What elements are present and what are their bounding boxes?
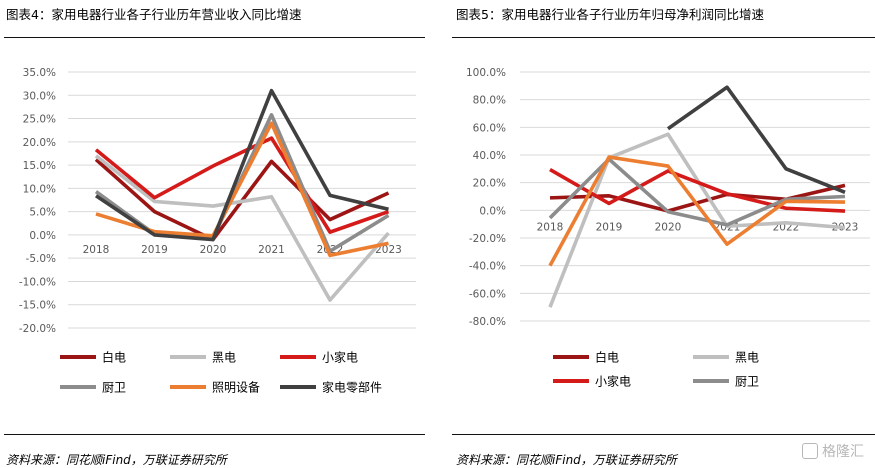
legend-label: 照明设备 [212,381,260,395]
legend-label: 厨卫 [735,375,759,389]
y-tick-label: -5.0% [26,253,56,265]
y-tick-label: 10.0% [23,183,56,195]
legend-label: 黑电 [212,351,236,365]
y-tick-label: -60.0% [469,288,506,300]
x-tick-label: 2020 [200,244,227,256]
watermark-logo: 格隆汇 [802,441,864,461]
x-tick-label: 2018 [537,221,564,233]
source-note-left: 资料来源：同花顺iFind，万联证券研究所 [6,451,227,468]
watermark-icon [802,443,818,459]
y-tick-label: 0.0% [29,230,56,242]
legend-label: 白电 [595,350,619,365]
y-tick-label: 0.0% [479,205,506,217]
legend-label: 小家电 [595,374,631,389]
chart-left: 35.0% 30.0% 25.0% 20.0% 15.0% 10.0% 5.0% 0.0% -5… [19,67,416,395]
y-tick-label: 35.0% [23,67,56,79]
chart-right: 100.0% 80.0% 60.0% 40.0% 20.0% 0.0% -20.0% -40.… [466,67,870,389]
legend-label: 白电 [102,350,126,365]
legend-label: 黑电 [735,351,759,365]
x-tick-label: 2021 [258,244,285,256]
y-tick-label: 80.0% [473,95,506,107]
y-tick-label: 60.0% [473,122,506,134]
y-tick-label: 100.0% [466,67,506,79]
y-tick-label: -10.0% [19,276,56,288]
y-tick-label: 5.0% [29,207,56,219]
y-tick-label: 30.0% [23,90,56,102]
y-tick-label: 25.0% [23,114,56,126]
x-tick-label: 2020 [655,221,682,233]
y-tick-label: -80.0% [469,316,506,328]
watermark-text: 格隆汇 [822,444,864,460]
source-note-right: 资料来源：同花顺iFind，万联证券研究所 [456,451,677,468]
legend-label: 家电零部件 [322,380,382,395]
y-tick-label: 40.0% [473,150,506,162]
x-tick-label: 2019 [596,221,623,233]
y-tick-label: -40.0% [469,261,506,273]
x-tick-label: 2019 [141,244,168,256]
legend-label: 小家电 [322,350,358,365]
y-tick-label: 15.0% [23,160,56,172]
y-tick-label: 20.0% [23,137,56,149]
series-line-黑电 [550,134,845,307]
y-tick-label: -15.0% [19,300,56,312]
x-tick-label: 2018 [83,244,110,256]
y-tick-label: -20.0% [469,233,506,245]
legend-label: 厨卫 [102,381,126,395]
y-tick-label: -20.0% [19,323,56,335]
y-tick-label: 20.0% [473,178,506,190]
series-line-小家电 [96,138,389,232]
